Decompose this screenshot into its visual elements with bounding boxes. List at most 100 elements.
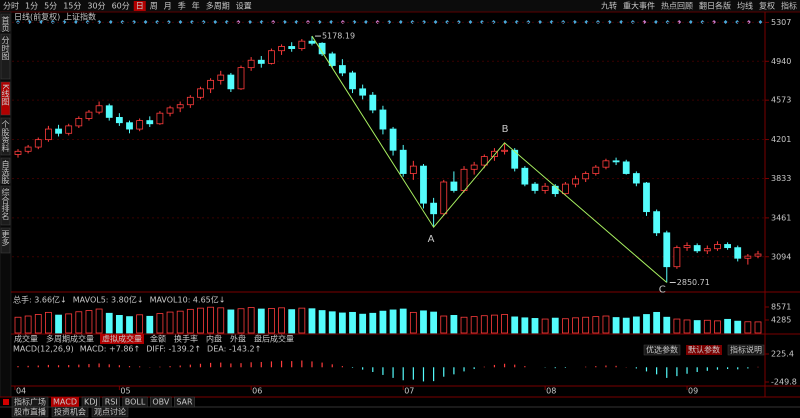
candle-body	[551, 185, 559, 195]
volume-bar	[480, 315, 488, 334]
toolbar-item[interactable]: 热点回顾	[661, 1, 693, 11]
volume-bar	[237, 308, 245, 334]
sidebar-label[interactable]: 自选股	[1, 159, 10, 185]
candle-body	[622, 161, 630, 174]
volume-tab[interactable]: 金额	[150, 334, 166, 344]
macd-button[interactable]: 指标说明	[730, 345, 762, 355]
volume-bar	[278, 307, 285, 334]
bottom-tab[interactable]: 观点讨论	[94, 407, 126, 417]
sidebar-tab[interactable]	[0, 227, 11, 254]
sidebar-label[interactable]: 分时图	[1, 36, 10, 61]
tab-bg	[122, 396, 148, 408]
tab-bg	[51, 406, 89, 418]
candle-body	[491, 150, 498, 157]
bottom-tab[interactable]: 股市直播	[14, 407, 46, 417]
volume-tab[interactable]: 内盘	[206, 334, 222, 344]
sidebar-tab[interactable]	[0, 157, 11, 184]
candle-body	[65, 125, 73, 134]
toolbar-item[interactable]: 5分	[44, 2, 57, 11]
volume-bar	[95, 308, 103, 334]
volume-bar	[521, 317, 529, 334]
volume-tab[interactable]: 外盘	[230, 334, 246, 344]
sidebar-tab[interactable]	[0, 185, 11, 226]
y-tick-label: 4285	[771, 316, 791, 325]
volume-header: 总手: 3.66亿↓	[13, 295, 67, 305]
candle-body	[440, 181, 448, 215]
indicator-tab[interactable]: BOLL	[125, 398, 146, 407]
volume-bar	[501, 314, 508, 334]
event-marker	[758, 20, 763, 24]
sidebar-label[interactable]: 首页	[1, 15, 10, 33]
bottom-tab[interactable]: 投资机会	[54, 407, 86, 417]
toolbar-item[interactable]: 分时	[3, 1, 19, 11]
sidebar-tab[interactable]	[0, 117, 11, 156]
sidebar-label[interactable]: 更多	[1, 230, 10, 247]
y-tick-label: 5307	[771, 18, 791, 27]
toolbar-item[interactable]: 重大事件	[623, 1, 655, 11]
volume-bar	[460, 316, 468, 334]
macd-button[interactable]: 优选参数	[646, 345, 678, 355]
event-marker	[723, 20, 728, 24]
macd-button[interactable]: 默认参数	[688, 345, 720, 355]
sidebar-label[interactable]: 个股资料	[1, 120, 10, 153]
toolbar-item[interactable]: 设置	[236, 1, 252, 11]
candle-body	[521, 167, 529, 185]
toolbar-item[interactable]: 月	[164, 2, 172, 11]
toolbar-item[interactable]: 复权	[759, 1, 775, 11]
tab-bg	[150, 396, 172, 408]
candle-body	[602, 160, 610, 168]
y-tick-label: 225.4	[771, 350, 794, 359]
tab-bg	[11, 406, 49, 418]
event-marker	[39, 20, 44, 24]
candle-body	[217, 74, 225, 81]
event-marker	[514, 20, 519, 24]
toolbar-item[interactable]: 指标	[781, 1, 797, 11]
sidebar-tab[interactable]	[0, 33, 11, 80]
volume-tab[interactable]: 换手率	[174, 334, 198, 344]
toolbar-item[interactable]: 日	[136, 2, 144, 11]
toolbar-item[interactable]: 1分	[25, 2, 38, 11]
toolbar-item[interactable]: 均线	[737, 1, 753, 11]
event-marker	[97, 20, 102, 24]
volume-bar	[115, 315, 123, 334]
volume-bar	[359, 313, 367, 334]
toolbar-item[interactable]: 周	[150, 2, 158, 11]
toolbar-item[interactable]: 60分	[112, 2, 130, 11]
indicator-tab[interactable]: 指标广场	[14, 397, 46, 407]
volume-tab[interactable]: 成交量	[14, 334, 38, 344]
volume-tab[interactable]: 多周期成交量	[46, 334, 94, 344]
toolbar-item[interactable]: 30分	[87, 2, 105, 11]
candle-body	[237, 67, 245, 90]
volume-bar	[217, 307, 225, 334]
candle-body	[126, 122, 133, 130]
candle-body	[754, 253, 762, 257]
candle-body	[460, 168, 468, 191]
volume-bar	[257, 308, 265, 334]
indicator-tab[interactable]: RSI	[105, 398, 118, 407]
toolbar-item[interactable]: 15分	[63, 2, 81, 11]
sidebar-tab[interactable]	[0, 81, 11, 116]
candle-body	[501, 149, 508, 152]
toolbar-item[interactable]: 年	[192, 1, 200, 11]
indicator-tab[interactable]: SAR	[176, 398, 193, 407]
toolbar-item[interactable]: 九转	[601, 1, 617, 11]
volume-bar	[24, 315, 32, 334]
volume-tab[interactable]: 虚拟成交量	[102, 334, 142, 344]
toolbar-item[interactable]: 多周期	[206, 1, 230, 11]
indicator-tab[interactable]: MACD	[53, 398, 77, 407]
indicator-tab[interactable]: KDJ	[84, 398, 98, 407]
candle-body	[359, 88, 367, 96]
event-marker	[572, 20, 577, 24]
sidebar-tab[interactable]	[0, 13, 11, 32]
active-tab-bg	[51, 397, 79, 407]
volume-tab[interactable]: 盘后成交量	[254, 334, 294, 344]
toolbar-item[interactable]: 翻日各版	[699, 1, 731, 11]
sidebar-label[interactable]: K线图	[1, 84, 10, 106]
toolbar-item[interactable]: 季	[178, 1, 186, 11]
month-label: 05	[120, 387, 130, 396]
indicator-tab[interactable]: OBV	[152, 398, 170, 407]
candle-body	[14, 150, 22, 155]
sidebar-label[interactable]: 综合排名	[1, 187, 10, 221]
volume-bar	[582, 316, 590, 334]
y-tick-label: 3094	[771, 252, 791, 261]
